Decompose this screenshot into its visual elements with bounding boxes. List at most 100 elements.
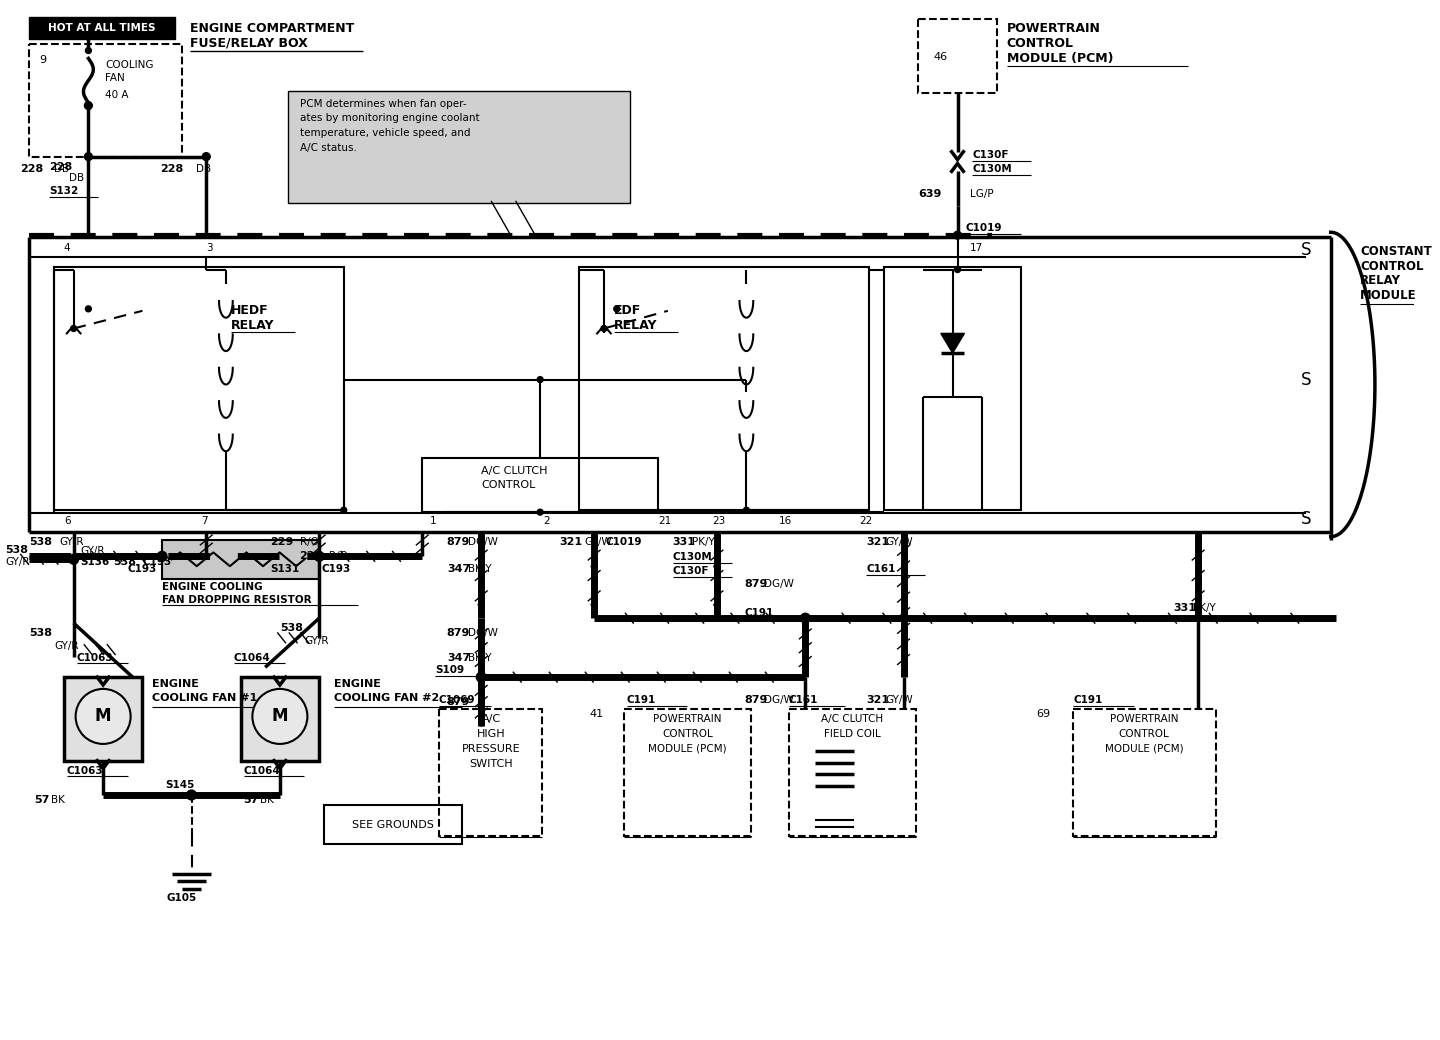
Text: 331: 331 — [1174, 603, 1197, 614]
Text: COOLING FAN #1: COOLING FAN #1 — [153, 693, 258, 703]
Text: LG/P: LG/P — [971, 189, 994, 199]
Circle shape — [341, 508, 347, 513]
Circle shape — [600, 326, 606, 332]
Text: 41: 41 — [589, 708, 603, 719]
Text: C130M: C130M — [672, 552, 713, 563]
Text: MODULE: MODULE — [1361, 289, 1417, 303]
Text: 538: 538 — [29, 628, 52, 638]
Text: S132: S132 — [49, 186, 78, 197]
Text: 2: 2 — [543, 516, 550, 526]
Text: ENGINE COMPARTMENT: ENGINE COMPARTMENT — [190, 22, 354, 35]
Text: GY/W: GY/W — [585, 537, 612, 547]
Text: CONTROL: CONTROL — [1361, 260, 1424, 272]
Text: 879: 879 — [744, 579, 768, 589]
Text: ates by monitoring engine coolant: ates by monitoring engine coolant — [300, 113, 480, 124]
Text: GY/R: GY/R — [55, 641, 79, 651]
Text: CONTROL: CONTROL — [1007, 36, 1074, 50]
Text: HOT AT ALL TIMES: HOT AT ALL TIMES — [49, 23, 156, 33]
Text: C193: C193 — [128, 564, 157, 574]
Text: EDF: EDF — [613, 304, 641, 317]
Text: 228: 228 — [160, 163, 183, 174]
Text: FAN: FAN — [105, 73, 125, 83]
Bar — [55, 266, 344, 511]
Text: C191: C191 — [744, 608, 773, 619]
Text: M: M — [272, 707, 288, 726]
Circle shape — [85, 306, 91, 312]
Text: ENGINE: ENGINE — [153, 679, 199, 690]
Text: C1063: C1063 — [66, 765, 104, 776]
Bar — [579, 266, 870, 511]
Text: MODULE (PCM): MODULE (PCM) — [1104, 744, 1184, 754]
Text: C1064: C1064 — [233, 652, 271, 662]
Text: 879: 879 — [446, 537, 471, 547]
Circle shape — [537, 376, 543, 383]
Text: 879: 879 — [744, 695, 768, 705]
Circle shape — [71, 326, 76, 332]
Circle shape — [157, 551, 167, 562]
Text: DB: DB — [69, 174, 84, 183]
Text: A/C status.: A/C status. — [300, 142, 357, 153]
Text: BK/Y: BK/Y — [468, 564, 492, 574]
Text: 879: 879 — [446, 628, 471, 638]
Bar — [919, 19, 996, 93]
Text: S131: S131 — [271, 564, 300, 574]
Circle shape — [69, 554, 79, 564]
Text: C191: C191 — [626, 695, 655, 705]
Text: C1019: C1019 — [965, 224, 1002, 233]
Text: FUSE/RELAY BOX: FUSE/RELAY BOX — [190, 36, 307, 50]
Text: C130M: C130M — [972, 164, 1012, 175]
Text: PK/Y: PK/Y — [693, 537, 716, 547]
Text: 40 A: 40 A — [105, 89, 128, 100]
Text: A/C CLUTCH: A/C CLUTCH — [821, 714, 884, 725]
Text: GY/R: GY/R — [81, 546, 105, 555]
Bar — [789, 708, 916, 836]
Text: 17: 17 — [971, 243, 984, 253]
Text: 16: 16 — [779, 516, 792, 526]
Text: GY/W: GY/W — [886, 695, 913, 705]
Text: 6: 6 — [63, 516, 71, 526]
Text: DG/W: DG/W — [468, 537, 498, 547]
Text: 3: 3 — [206, 243, 213, 253]
Text: 321: 321 — [867, 695, 890, 705]
Text: 9: 9 — [39, 55, 46, 66]
Text: 21: 21 — [658, 516, 671, 526]
Text: GY/W: GY/W — [886, 537, 913, 547]
Text: 229: 229 — [271, 537, 294, 547]
Text: 4: 4 — [63, 243, 71, 253]
Text: 321: 321 — [560, 537, 583, 547]
Polygon shape — [940, 334, 965, 353]
Text: G105: G105 — [167, 893, 197, 903]
Text: DG/W: DG/W — [765, 579, 793, 589]
Text: CONTROL: CONTROL — [481, 479, 536, 490]
Text: DB: DB — [196, 163, 212, 174]
Text: PRESSURE: PRESSURE — [462, 744, 520, 754]
Text: DB: DB — [55, 163, 69, 174]
Text: PCM determines when fan oper-: PCM determines when fan oper- — [300, 99, 467, 109]
Text: FAN DROPPING RESISTOR: FAN DROPPING RESISTOR — [163, 595, 311, 604]
Text: 22: 22 — [860, 516, 873, 526]
Circle shape — [314, 551, 324, 562]
Circle shape — [252, 688, 307, 744]
Text: POWERTRAIN: POWERTRAIN — [1007, 22, 1100, 35]
Text: GY/R: GY/R — [59, 537, 84, 547]
Circle shape — [85, 48, 91, 53]
Circle shape — [743, 508, 749, 513]
Text: MODULE (PCM): MODULE (PCM) — [1007, 52, 1113, 64]
Text: HIGH: HIGH — [477, 729, 505, 739]
Text: C1069: C1069 — [439, 695, 475, 705]
Text: S136: S136 — [81, 557, 109, 567]
Bar — [29, 18, 174, 38]
Bar — [1073, 708, 1215, 836]
Text: 538: 538 — [279, 623, 302, 633]
Text: CONSTANT: CONSTANT — [1361, 245, 1431, 258]
Text: 46: 46 — [933, 52, 948, 61]
Text: GY/R: GY/R — [4, 557, 29, 567]
Text: 23: 23 — [711, 516, 726, 526]
Circle shape — [202, 153, 210, 160]
Text: 228: 228 — [49, 161, 72, 172]
Text: BK: BK — [261, 795, 274, 805]
Text: DG/W: DG/W — [765, 695, 793, 705]
Circle shape — [477, 672, 487, 682]
Text: C193: C193 — [143, 557, 171, 567]
Text: temperature, vehicle speed, and: temperature, vehicle speed, and — [300, 128, 469, 138]
